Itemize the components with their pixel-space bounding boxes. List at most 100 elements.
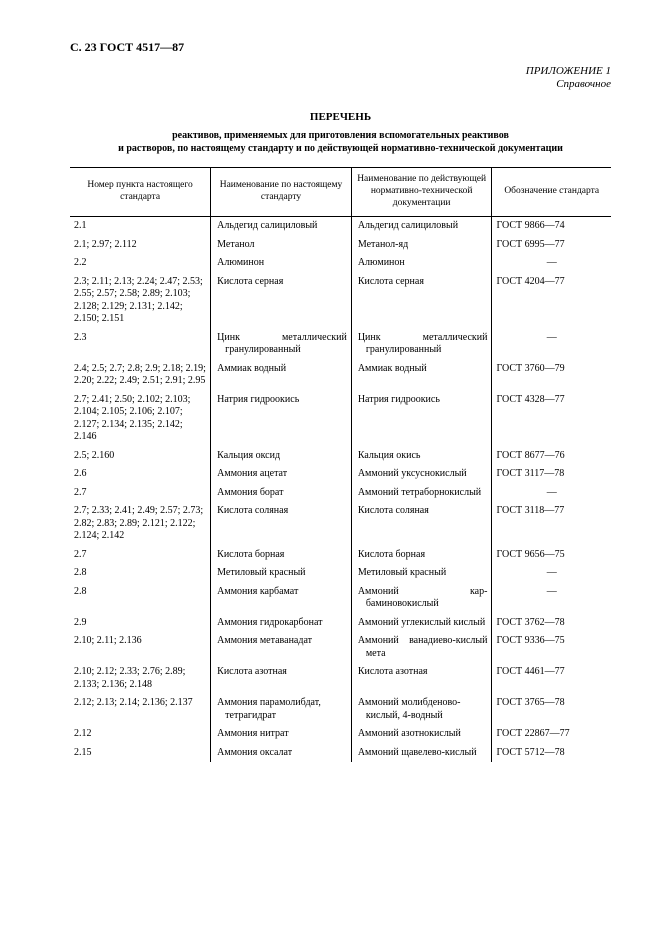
cell-standard: ГОСТ 9336—75 (492, 632, 611, 663)
cell-points: 2.2 (70, 254, 211, 273)
table-row: 2.3; 2.11; 2.13; 2.24; 2.47; 2.53; 2.55;… (70, 273, 611, 329)
cell-name-current: Аммония карбамат (211, 583, 352, 614)
cell-name-current: Натрия гидроокись (211, 391, 352, 447)
cell-name-current: Аммония гидрокарбонат (211, 614, 352, 633)
cell-name-docs: Аммоний углекислый кислый (351, 614, 492, 633)
list-title: ПЕРЕЧЕНЬ (70, 111, 611, 123)
cell-standard: ГОСТ 22867—77 (492, 725, 611, 744)
table-row: 2.15Аммония оксалатАммоний щавелево-кисл… (70, 744, 611, 763)
cell-name-current: Кислота борная (211, 546, 352, 565)
cell-name-docs: Кальция окись (351, 447, 492, 466)
cell-name-docs: Кислота серная (351, 273, 492, 329)
cell-standard: ГОСТ 6995—77 (492, 236, 611, 255)
cell-points: 2.4; 2.5; 2.7; 2.8; 2.9; 2.18; 2.19; 2.2… (70, 360, 211, 391)
cell-name-current: Аммония парамолибдат, тетрагидрат (211, 694, 352, 725)
cell-standard: ГОСТ 9866—74 (492, 217, 611, 236)
table-row: 2.7; 2.41; 2.50; 2.102; 2.103; 2.104; 2.… (70, 391, 611, 447)
annex-title: ПРИЛОЖЕНИЕ 1 (526, 65, 611, 77)
cell-standard: — (492, 484, 611, 503)
cell-name-docs: Аммоний молибденово-кислый, 4-водный (351, 694, 492, 725)
cell-standard: ГОСТ 4204—77 (492, 273, 611, 329)
annex-subtitle: Справочное (556, 78, 611, 90)
cell-standard: — (492, 329, 611, 360)
cell-name-current: Аммония борат (211, 484, 352, 503)
cell-name-docs: Аммоний азотнокислый (351, 725, 492, 744)
cell-name-current: Аммония оксалат (211, 744, 352, 763)
cell-standard: ГОСТ 5712—78 (492, 744, 611, 763)
cell-name-docs: Аммоний щавелево-кислый (351, 744, 492, 763)
cell-points: 2.12; 2.13; 2.14; 2.136; 2.137 (70, 694, 211, 725)
cell-standard: ГОСТ 9656—75 (492, 546, 611, 565)
table-row: 2.12; 2.13; 2.14; 2.136; 2.137Аммония па… (70, 694, 611, 725)
cell-points: 2.7 (70, 484, 211, 503)
subtitle-line-1: реактивов, применяемых для приготовления… (172, 130, 509, 141)
table-row: 2.8Аммония карбаматАммоний кар­баминовок… (70, 583, 611, 614)
cell-points: 2.3 (70, 329, 211, 360)
cell-name-current: Альдегид салициловый (211, 217, 352, 236)
cell-points: 2.3; 2.11; 2.13; 2.24; 2.47; 2.53; 2.55;… (70, 273, 211, 329)
col-header-name-current: Наименование по настоящему стандарту (211, 168, 352, 217)
cell-name-docs: Альдегид салициловый (351, 217, 492, 236)
cell-points: 2.10; 2.12; 2.33; 2.76; 2.89; 2.133; 2.1… (70, 663, 211, 694)
cell-name-current: Кислота соляная (211, 502, 352, 546)
table-row: 2.4; 2.5; 2.7; 2.8; 2.9; 2.18; 2.19; 2.2… (70, 360, 611, 391)
cell-standard: ГОСТ 3118—77 (492, 502, 611, 546)
table-row: 2.8Метиловый красныйМетиловый красный— (70, 564, 611, 583)
cell-name-docs: Аммиак водный (351, 360, 492, 391)
cell-standard: — (492, 583, 611, 614)
page: С. 23 ГОСТ 4517—87 ПРИЛОЖЕНИЕ 1 Справочн… (0, 0, 661, 936)
cell-name-current: Аммиак водный (211, 360, 352, 391)
cell-points: 2.6 (70, 465, 211, 484)
cell-points: 2.1 (70, 217, 211, 236)
cell-name-docs: Кислота азотная (351, 663, 492, 694)
cell-name-current: Кальция оксид (211, 447, 352, 466)
cell-points: 2.7 (70, 546, 211, 565)
table-body: 2.1Альдегид салициловыйАльдегид салицило… (70, 217, 611, 763)
cell-name-current: Аммония ацетат (211, 465, 352, 484)
table-row: 2.10; 2.11; 2.136Аммония метаванадатАммо… (70, 632, 611, 663)
col-header-standard: Обозначение стандарта (492, 168, 611, 217)
cell-standard: ГОСТ 3765—78 (492, 694, 611, 725)
cell-name-current: Цинк металлический гранулированный (211, 329, 352, 360)
page-header: С. 23 ГОСТ 4517—87 (70, 40, 611, 55)
table-row: 2.3Цинк металлический гранулированныйЦин… (70, 329, 611, 360)
cell-name-docs: Алюминон (351, 254, 492, 273)
list-subtitle: реактивов, применяемых для приготовления… (70, 129, 611, 155)
table-row: 2.1; 2.97; 2.112МетанолМетанол-ядГОСТ 69… (70, 236, 611, 255)
cell-points: 2.1; 2.97; 2.112 (70, 236, 211, 255)
cell-name-docs: Аммоний уксуснокислый (351, 465, 492, 484)
cell-points: 2.9 (70, 614, 211, 633)
cell-name-current: Метанол (211, 236, 352, 255)
cell-points: 2.15 (70, 744, 211, 763)
reagents-table: Номер пункта настоящего стандарта Наимен… (70, 167, 611, 762)
table-row: 2.7Аммония боратАммоний тетраборнокислый… (70, 484, 611, 503)
cell-name-current: Метиловый красный (211, 564, 352, 583)
cell-points: 2.8 (70, 583, 211, 614)
table-row: 2.12Аммония нитратАммоний азотнокислыйГО… (70, 725, 611, 744)
table-row: 2.1Альдегид салициловыйАльдегид салицило… (70, 217, 611, 236)
cell-name-docs: Кислота борная (351, 546, 492, 565)
cell-standard: — (492, 564, 611, 583)
cell-name-docs: Аммоний тетраборнокислый (351, 484, 492, 503)
cell-name-current: Аммония нитрат (211, 725, 352, 744)
table-row: 2.5; 2.160Кальция оксидКальция окисьГОСТ… (70, 447, 611, 466)
table-row: 2.7Кислота борнаяКислота борнаяГОСТ 9656… (70, 546, 611, 565)
cell-points: 2.12 (70, 725, 211, 744)
cell-standard: ГОСТ 3760—79 (492, 360, 611, 391)
cell-name-docs: Аммоний кар­баминовокислый (351, 583, 492, 614)
cell-standard: ГОСТ 3117—78 (492, 465, 611, 484)
subtitle-line-2: и растворов, по настоящему стандарту и п… (118, 143, 563, 154)
cell-name-docs: Кислота соляная (351, 502, 492, 546)
cell-name-docs: Метиловый красный (351, 564, 492, 583)
cell-points: 2.7; 2.33; 2.41; 2.49; 2.57; 2.73; 2.82;… (70, 502, 211, 546)
table-row: 2.6Аммония ацетатАммоний уксуснокислыйГО… (70, 465, 611, 484)
cell-points: 2.7; 2.41; 2.50; 2.102; 2.103; 2.104; 2.… (70, 391, 211, 447)
cell-name-docs: Метанол-яд (351, 236, 492, 255)
cell-name-docs: Аммоний ванадиево-кислый мета (351, 632, 492, 663)
cell-points: 2.10; 2.11; 2.136 (70, 632, 211, 663)
cell-name-current: Аммония метаванадат (211, 632, 352, 663)
cell-name-current: Алюминон (211, 254, 352, 273)
col-header-points: Номер пункта настоящего стандарта (70, 168, 211, 217)
annex-block: ПРИЛОЖЕНИЕ 1 Справочное (70, 65, 611, 91)
cell-name-current: Кислота азотная (211, 663, 352, 694)
